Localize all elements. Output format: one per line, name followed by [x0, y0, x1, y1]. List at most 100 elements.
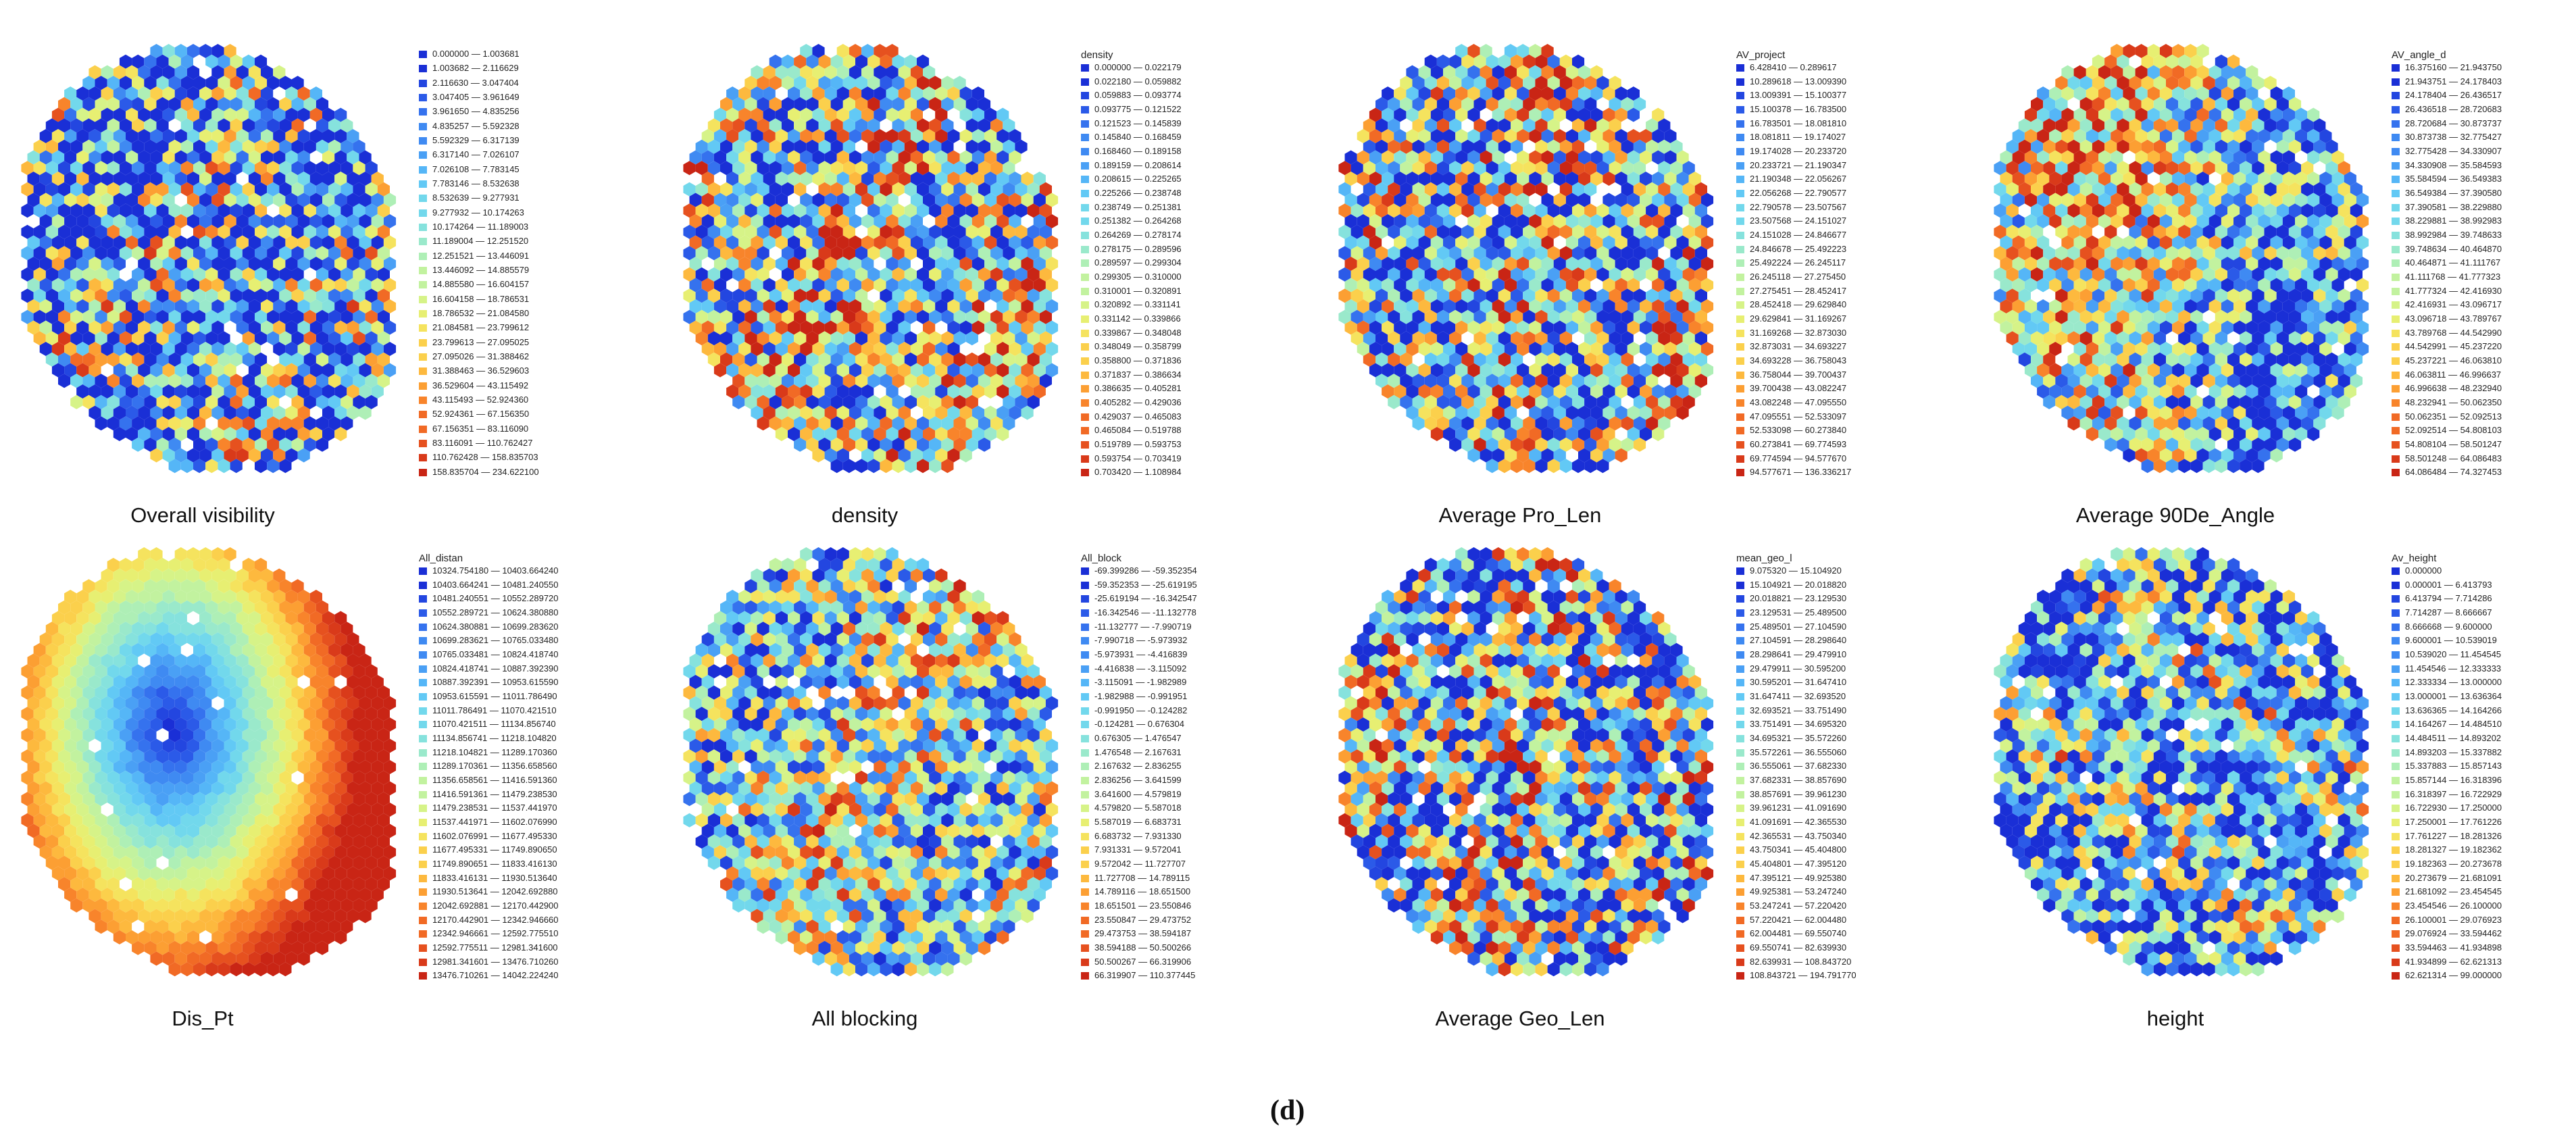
hex-cell [2264, 267, 2277, 282]
hex-cell [1350, 288, 1363, 303]
hex-cell [261, 320, 274, 335]
hex-cell [1388, 224, 1400, 239]
hex-cell [242, 813, 255, 828]
hex-cell [1694, 331, 1707, 346]
hex-cell [230, 203, 243, 218]
hex-cell [101, 172, 113, 186]
hex-cell [70, 855, 83, 870]
hex-cell [199, 823, 212, 838]
hex-cell [818, 267, 831, 282]
hex-cell [1700, 299, 1714, 313]
hex-cell [365, 749, 378, 764]
hex-cell [720, 288, 733, 303]
hex-cell [1369, 320, 1382, 335]
hex-cell [309, 214, 322, 228]
hex-cell [1627, 384, 1640, 399]
legend-label: 36.529604 — 43.115492 [432, 380, 529, 390]
hex-cell [2227, 54, 2240, 69]
hex-cell [2172, 320, 2185, 335]
hex-cell [1584, 267, 1597, 282]
hex-cell [285, 738, 298, 753]
hex-cell [51, 803, 65, 817]
hex-cell [1449, 331, 1462, 346]
hex-cell [2178, 246, 2191, 261]
hex-cell [1021, 193, 1034, 207]
hex-cell [291, 267, 304, 282]
hex-cell [744, 374, 757, 388]
hex-cell [236, 320, 249, 335]
hex-cell [267, 97, 280, 111]
hex-cell [990, 224, 1003, 239]
hex-cell [315, 352, 329, 367]
hex-cell [39, 803, 52, 817]
hex-cell [113, 717, 126, 732]
hex-cell [1559, 224, 1572, 239]
hex-cell [763, 235, 776, 250]
hex-cell [279, 813, 292, 828]
hex-cell [1584, 437, 1597, 452]
hex-cell [867, 161, 880, 176]
hex-cell [1541, 129, 1554, 143]
hex-cell [1646, 224, 1659, 239]
hex-cell [315, 792, 329, 807]
legend-label: 16.604158 — 18.786531 [432, 293, 530, 304]
hex-cell [1553, 405, 1566, 420]
hex-cell [836, 427, 849, 441]
hex-cell [2117, 118, 2129, 133]
legend-swatch [2392, 371, 2400, 379]
hex-cell [738, 235, 751, 250]
hex-cell [144, 161, 157, 176]
hex-cell [2018, 246, 2031, 261]
hex-cell [291, 834, 304, 849]
hex-cell [101, 107, 113, 122]
hex-cell [224, 427, 236, 441]
hex-cell [2178, 97, 2191, 111]
hex-cell [2123, 427, 2136, 441]
legend-label: 20.233721 — 21.190347 [1750, 159, 1847, 170]
hex-cell [2079, 224, 2092, 239]
hex-cell [2350, 331, 2363, 346]
hex-cell [2073, 278, 2086, 293]
hex-cell [1388, 309, 1400, 324]
hex-cell [1461, 352, 1474, 367]
hex-cell [1430, 150, 1443, 165]
hex-cell [2190, 54, 2203, 69]
hex-cell [1350, 203, 1363, 218]
hex-cell [58, 139, 71, 154]
hex-cell [1449, 288, 1462, 303]
hex-cell [309, 129, 322, 143]
hex-cell [309, 590, 322, 604]
hex-cell [211, 65, 224, 80]
hex-cell [2350, 203, 2363, 218]
legend-label: 0.405282 — 0.429036 [1094, 397, 1182, 407]
legend-swatch [419, 180, 427, 188]
hex-cell [917, 395, 930, 409]
hex-cell [904, 416, 917, 431]
hex-cell [1523, 331, 1536, 346]
hex-cell [156, 642, 169, 657]
hex-cell [874, 363, 886, 378]
hex-cell [2270, 320, 2283, 335]
hex-cell [186, 172, 200, 186]
hex-cell [2276, 97, 2289, 111]
hex-cell [150, 845, 163, 859]
panel-caption: Overall visibility [130, 503, 275, 527]
hex-cell [126, 717, 138, 732]
hex-cell [2159, 65, 2173, 80]
legend-swatch [419, 295, 427, 303]
hex-cell [732, 331, 745, 346]
hex-cell [1535, 54, 1548, 69]
hex-cell [1541, 44, 1554, 58]
hex-cell [353, 309, 365, 324]
hex-cell [255, 664, 268, 679]
hex-cell [1646, 352, 1659, 367]
hex-cell [1609, 331, 1621, 346]
hex-cell [58, 834, 71, 849]
hex-cell [297, 278, 310, 293]
hex-cell [1382, 342, 1394, 356]
hex-cell [781, 97, 794, 111]
hex-cell [236, 65, 249, 80]
hex-cell [2055, 267, 2068, 282]
hex-cell [2282, 150, 2295, 165]
hex-cell [849, 278, 862, 293]
